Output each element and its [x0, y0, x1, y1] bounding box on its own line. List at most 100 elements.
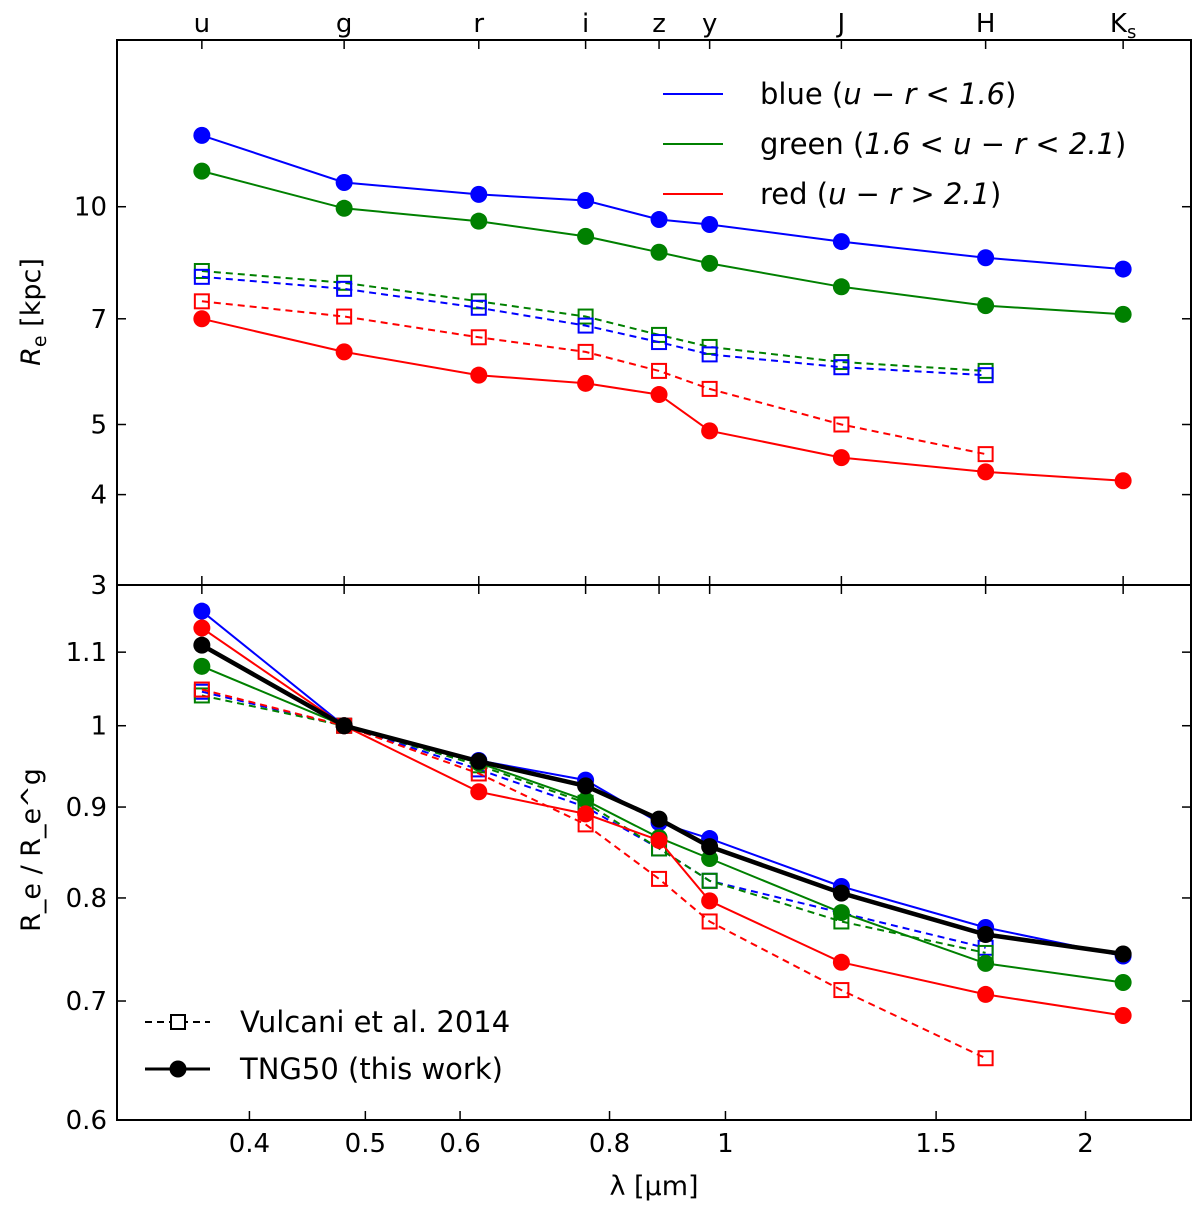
- top-point-red-tng50: [701, 422, 719, 440]
- bottom-point-green-tng50: [977, 954, 995, 972]
- top-point-blue-vulcani-et-al-2014: [577, 317, 594, 334]
- bottom-legend-label: TNG50 (this work): [239, 1052, 503, 1086]
- top-point-blue-tng50: [577, 191, 595, 209]
- top-legend-text-post: ): [1115, 127, 1126, 161]
- bottom-y-tick-label: 0.7: [66, 987, 107, 1017]
- bottom-point-red-tng50: [977, 985, 995, 1003]
- top-band-letter: r: [473, 9, 484, 39]
- bottom-point-all-tng50: [977, 926, 995, 944]
- top-band-label: y: [702, 9, 717, 39]
- top-band-label: J: [836, 9, 846, 39]
- top-y-label-unit: [kpc]: [16, 258, 47, 335]
- bottom-point-green-vulcani-et-al-2014: [701, 872, 718, 889]
- top-point-red-tng50: [832, 449, 850, 467]
- top-point-red-vulcani-et-al-2014: [193, 293, 210, 310]
- bottom-legend-label: Vulcani et al. 2014: [240, 1005, 510, 1039]
- top-y-tick-label: 4: [90, 481, 107, 511]
- top-point-green-tng50: [977, 297, 995, 315]
- bottom-x-tick-label: 0.4: [229, 1129, 270, 1159]
- top-band-letter: J: [836, 9, 846, 39]
- bottom-legend-swatch-square: [170, 1014, 186, 1030]
- bottom-point-red-tng50: [832, 953, 850, 971]
- bottom-point-red-tng50: [650, 831, 668, 849]
- bottom-point-blue-tng50: [193, 602, 211, 620]
- bottom-point-red-vulcani-et-al-2014: [701, 913, 718, 930]
- bottom-point-all-tng50: [335, 717, 353, 735]
- bottom-point-red-tng50: [470, 783, 488, 801]
- top-point-red-tng50: [977, 463, 995, 481]
- top-point-blue-tng50: [335, 174, 353, 192]
- bottom-panel: 0.4 0.5 0.6 0.8 1 1.5 2 0.6 0.7 0.8 0.9 1 1.1 λ [μm] R…: [16, 585, 1191, 1202]
- top-point-green-tng50: [335, 199, 353, 217]
- bottom-x-axis-label: λ [μm]: [609, 1171, 698, 1202]
- top-point-green-tng50: [1114, 305, 1132, 323]
- bottom-plot-frame: [116, 584, 1192, 1121]
- bottom-y-tick-label: 0.6: [66, 1106, 107, 1136]
- top-band-letter: K: [1110, 9, 1128, 39]
- bottom-point-red-tng50: [193, 619, 211, 637]
- top-point-blue-tng50: [650, 211, 668, 229]
- bottom-y-axis-label: R_e / R_e^g: [16, 768, 47, 932]
- top-point-red-tng50: [335, 343, 353, 361]
- bottom-y-tick-label: 0.9: [66, 793, 107, 823]
- top-band-label: r: [473, 9, 484, 39]
- top-point-red-vulcani-et-al-2014: [336, 308, 353, 325]
- top-line-blue-vulcani-et-al-2014: [201, 275, 986, 377]
- top-point-red-vulcani-et-al-2014: [977, 446, 994, 463]
- bottom-point-all-tng50: [1114, 945, 1132, 963]
- bottom-point-all-tng50: [470, 752, 488, 770]
- bottom-line-all-tng50: [200, 643, 1124, 957]
- top-point-blue-vulcani-et-al-2014: [193, 268, 210, 285]
- bottom-point-red-tng50: [701, 892, 719, 910]
- top-band-letter: y: [702, 9, 717, 39]
- bottom-point-green-tng50: [701, 849, 719, 867]
- top-legend-text-post: ): [990, 177, 1001, 211]
- top-band-letter: i: [582, 9, 589, 39]
- top-legend-label-red: red (u − r > 2.1): [760, 177, 1001, 211]
- top-point-red-vulcani-et-al-2014: [701, 380, 718, 397]
- top-point-blue-tng50: [1114, 260, 1132, 278]
- top-point-blue-tng50: [977, 249, 995, 267]
- bottom-point-red-tng50: [577, 805, 595, 823]
- top-point-red-vulcani-et-al-2014: [577, 343, 594, 360]
- top-legend-label-blue: blue (u − r < 1.6): [760, 77, 1016, 111]
- top-band-letter: H: [976, 9, 996, 39]
- bottom-series-all-tng50: [193, 636, 1132, 963]
- top-series-green-tng50: [193, 162, 1132, 323]
- top-legend-text-math: u − r > 2.1: [828, 177, 990, 211]
- bottom-point-all-tng50: [193, 636, 211, 654]
- top-point-red-vulcani-et-al-2014: [470, 329, 487, 346]
- bottom-point-all-tng50: [832, 884, 850, 902]
- bottom-x-tick-label: 1.5: [915, 1129, 956, 1159]
- top-legend-text-math: u − r < 1.6: [843, 77, 1005, 111]
- bottom-point-green-tng50: [577, 791, 595, 809]
- top-band-letter: g: [336, 9, 353, 39]
- top-legend-text-post: ): [1005, 77, 1016, 111]
- top-point-blue-tng50: [193, 126, 211, 144]
- top-y-label-sub: e: [29, 335, 51, 347]
- top-point-green-tng50: [701, 254, 719, 272]
- bottom-point-red-tng50: [1114, 1006, 1132, 1024]
- top-point-blue-tng50: [832, 233, 850, 251]
- top-panel: u g r i z y J H Ks 3 4 5 7 10 Re [kpc] blue (u − r < 1.…: [16, 9, 1191, 601]
- bottom-x-tick-label: 2: [1077, 1129, 1094, 1159]
- top-y-tick-label: 7: [90, 305, 107, 335]
- top-point-blue-vulcani-et-al-2014: [336, 280, 353, 297]
- bottom-line-red-vulcani-et-al-2014: [201, 688, 987, 1060]
- top-point-blue-tng50: [470, 185, 488, 203]
- top-legend-text-pre: red (: [760, 177, 828, 211]
- top-point-red-tng50: [470, 366, 488, 384]
- top-point-red-tng50: [650, 386, 668, 404]
- top-point-blue-vulcani-et-al-2014: [977, 367, 994, 384]
- top-point-red-tng50: [193, 310, 211, 328]
- bottom-series-green-vulcani-et-al-2014: [193, 687, 994, 961]
- top-point-blue-tng50: [701, 215, 719, 233]
- top-point-green-vulcani-et-al-2014: [577, 308, 594, 325]
- top-series-green-vulcani-et-al-2014: [193, 262, 994, 379]
- top-point-green-tng50: [577, 227, 595, 245]
- bottom-line-blue-tng50: [201, 610, 1124, 957]
- top-point-red-tng50: [577, 374, 595, 392]
- top-y-tick-label: 10: [74, 193, 107, 223]
- top-point-blue-vulcani-et-al-2014: [651, 334, 668, 351]
- top-band-label: z: [652, 9, 666, 39]
